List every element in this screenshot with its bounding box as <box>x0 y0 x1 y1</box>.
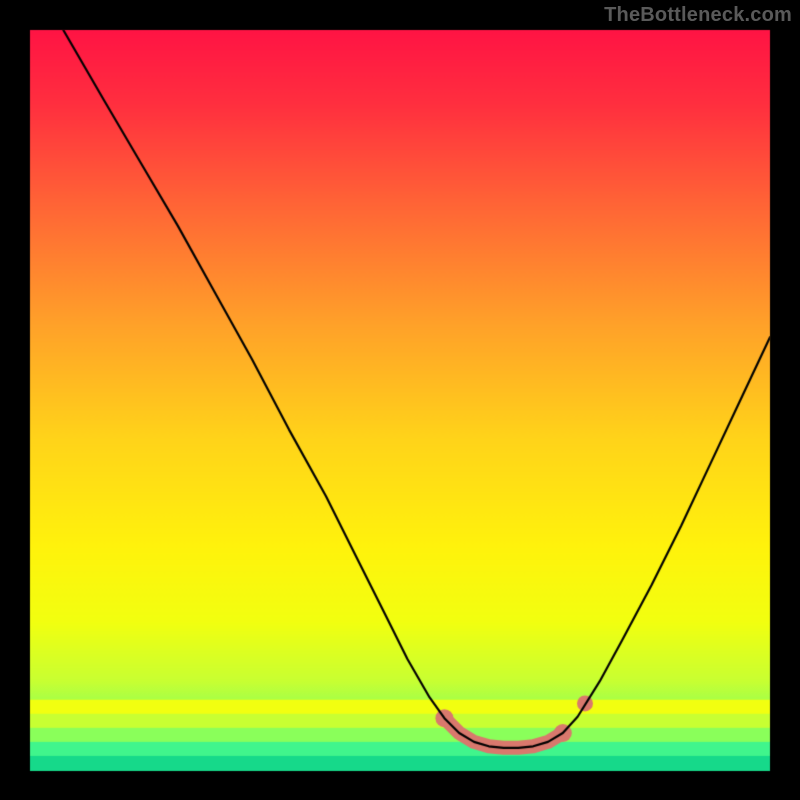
chart-stage: TheBottleneck.com <box>0 0 800 800</box>
bottleneck-curve-canvas <box>0 0 800 800</box>
